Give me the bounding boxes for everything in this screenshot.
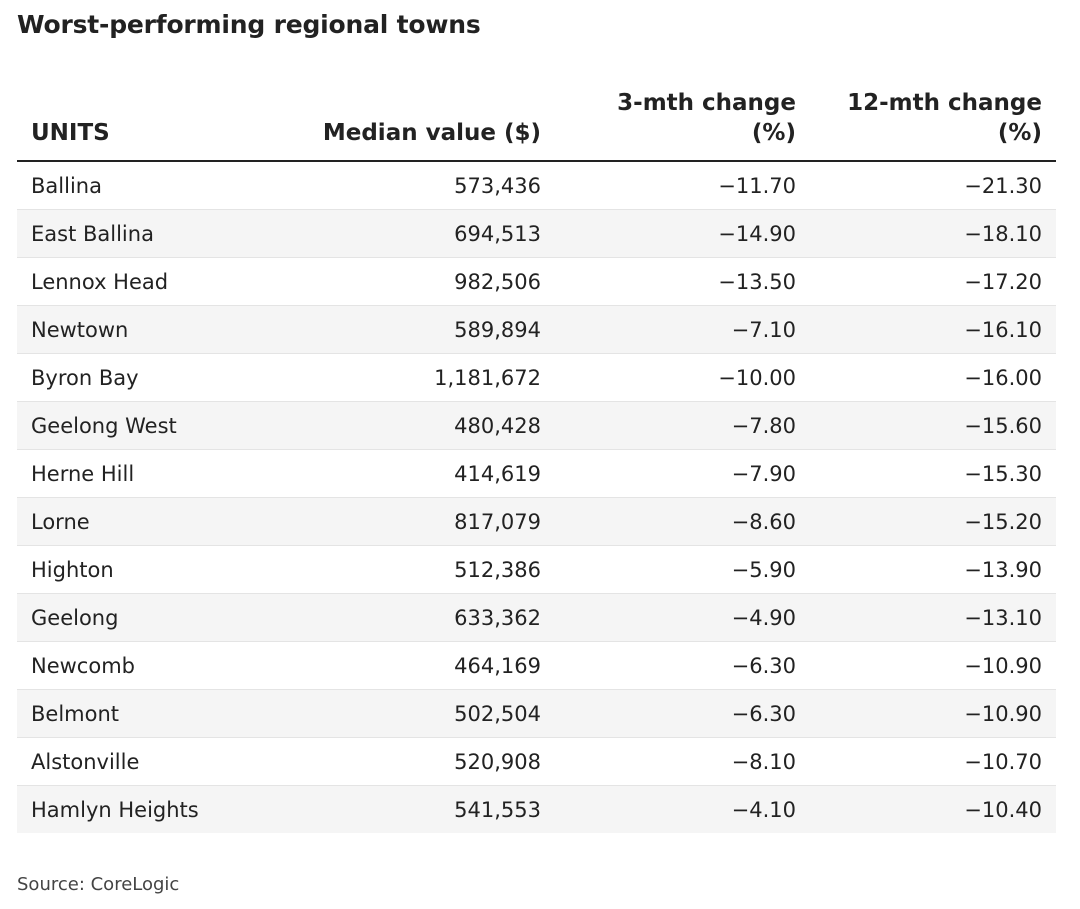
column-header-line: 3-mth change xyxy=(617,90,796,116)
three-month-change-cell: −13.50 xyxy=(555,257,810,306)
twelve-month-change-cell: −13.10 xyxy=(810,593,1056,642)
twelve-month-change-cell: −15.30 xyxy=(810,449,1056,498)
town-cell: Geelong xyxy=(17,593,285,642)
town-cell: Highton xyxy=(17,545,285,594)
twelve-month-change-cell: −10.90 xyxy=(810,641,1056,690)
source-note: Source: CoreLogic xyxy=(17,874,180,895)
three-month-change-cell: −4.90 xyxy=(555,593,810,642)
twelve-month-change-cell: −17.20 xyxy=(810,257,1056,306)
twelve-month-change-cell: −10.70 xyxy=(810,737,1056,786)
median-value-cell: 817,079 xyxy=(285,497,555,546)
twelve-month-change-cell: −15.20 xyxy=(810,497,1056,546)
three-month-change-cell: −4.10 xyxy=(555,785,810,833)
table-row: Lennox Head 982,506 −13.50 −17.20 xyxy=(17,257,1056,306)
median-value-cell: 541,553 xyxy=(285,785,555,833)
table-row: Hamlyn Heights 541,553 −4.10 −10.40 xyxy=(17,785,1056,833)
town-cell: Ballina xyxy=(17,161,285,210)
median-value-cell: 512,386 xyxy=(285,545,555,594)
twelve-month-change-cell: −18.10 xyxy=(810,209,1056,258)
column-header-units: UNITS xyxy=(17,88,285,162)
three-month-change-cell: −6.30 xyxy=(555,689,810,738)
twelve-month-change-cell: −10.90 xyxy=(810,689,1056,738)
table-body: Ballina 573,436 −11.70 −21.30 East Ballina 69… xyxy=(17,161,1056,833)
table-row: Newcomb 464,169 −6.30 −10.90 xyxy=(17,641,1056,690)
table-row: Highton 512,386 −5.90 −13.90 xyxy=(17,545,1056,594)
three-month-change-cell: −7.90 xyxy=(555,449,810,498)
median-value-cell: 480,428 xyxy=(285,401,555,450)
column-header-line: 12-mth change xyxy=(847,90,1042,116)
three-month-change-cell: −7.10 xyxy=(555,305,810,354)
town-cell: Alstonville xyxy=(17,737,285,786)
data-table: UNITS Median value ($) 3-mth change (%) … xyxy=(17,88,1056,833)
table-row: Geelong 633,362 −4.90 −13.10 xyxy=(17,593,1056,642)
twelve-month-change-cell: −21.30 xyxy=(810,161,1056,210)
table-row: East Ballina 694,513 −14.90 −18.10 xyxy=(17,209,1056,258)
table-row: Lorne 817,079 −8.60 −15.20 xyxy=(17,497,1056,546)
town-cell: Herne Hill xyxy=(17,449,285,498)
twelve-month-change-cell: −13.90 xyxy=(810,545,1056,594)
twelve-month-change-cell: −10.40 xyxy=(810,785,1056,833)
three-month-change-cell: −14.90 xyxy=(555,209,810,258)
table-row: Alstonville 520,908 −8.10 −10.70 xyxy=(17,737,1056,786)
data-table-container: UNITS Median value ($) 3-mth change (%) … xyxy=(17,88,1056,833)
town-cell: Belmont xyxy=(17,689,285,738)
table-row: Geelong West 480,428 −7.80 −15.60 xyxy=(17,401,1056,450)
column-header-line: (%) xyxy=(997,120,1042,146)
median-value-cell: 502,504 xyxy=(285,689,555,738)
twelve-month-change-cell: −16.00 xyxy=(810,353,1056,402)
town-cell: Newcomb xyxy=(17,641,285,690)
median-value-cell: 520,908 xyxy=(285,737,555,786)
column-header-3mth-change: 3-mth change (%) xyxy=(555,88,810,162)
town-cell: Geelong West xyxy=(17,401,285,450)
table-header-row: UNITS Median value ($) 3-mth change (%) … xyxy=(17,88,1056,162)
chart-title: Worst-performing regional towns xyxy=(17,10,481,39)
town-cell: Lennox Head xyxy=(17,257,285,306)
median-value-cell: 982,506 xyxy=(285,257,555,306)
median-value-cell: 589,894 xyxy=(285,305,555,354)
median-value-cell: 573,436 xyxy=(285,161,555,210)
table-row: Byron Bay 1,181,672 −10.00 −16.00 xyxy=(17,353,1056,402)
median-value-cell: 414,619 xyxy=(285,449,555,498)
column-header-line: Median value ($) xyxy=(322,120,541,146)
table-row: Herne Hill 414,619 −7.90 −15.30 xyxy=(17,449,1056,498)
table-row: Newtown 589,894 −7.10 −16.10 xyxy=(17,305,1056,354)
median-value-cell: 694,513 xyxy=(285,209,555,258)
three-month-change-cell: −11.70 xyxy=(555,161,810,210)
three-month-change-cell: −6.30 xyxy=(555,641,810,690)
column-header-12mth-change: 12-mth change (%) xyxy=(810,88,1056,162)
column-header-line: (%) xyxy=(751,120,796,146)
town-cell: Byron Bay xyxy=(17,353,285,402)
twelve-month-change-cell: −15.60 xyxy=(810,401,1056,450)
three-month-change-cell: −8.60 xyxy=(555,497,810,546)
three-month-change-cell: −5.90 xyxy=(555,545,810,594)
town-cell: East Ballina xyxy=(17,209,285,258)
column-header-line: UNITS xyxy=(31,120,110,146)
town-cell: Hamlyn Heights xyxy=(17,785,285,833)
town-cell: Newtown xyxy=(17,305,285,354)
table-row: Ballina 573,436 −11.70 −21.30 xyxy=(17,161,1056,210)
table-row: Belmont 502,504 −6.30 −10.90 xyxy=(17,689,1056,738)
three-month-change-cell: −10.00 xyxy=(555,353,810,402)
median-value-cell: 464,169 xyxy=(285,641,555,690)
twelve-month-change-cell: −16.10 xyxy=(810,305,1056,354)
three-month-change-cell: −8.10 xyxy=(555,737,810,786)
median-value-cell: 633,362 xyxy=(285,593,555,642)
three-month-change-cell: −7.80 xyxy=(555,401,810,450)
median-value-cell: 1,181,672 xyxy=(285,353,555,402)
column-header-median-value: Median value ($) xyxy=(285,88,555,162)
town-cell: Lorne xyxy=(17,497,285,546)
